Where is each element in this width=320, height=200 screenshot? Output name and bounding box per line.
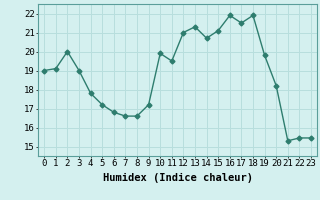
X-axis label: Humidex (Indice chaleur): Humidex (Indice chaleur) xyxy=(103,173,252,183)
